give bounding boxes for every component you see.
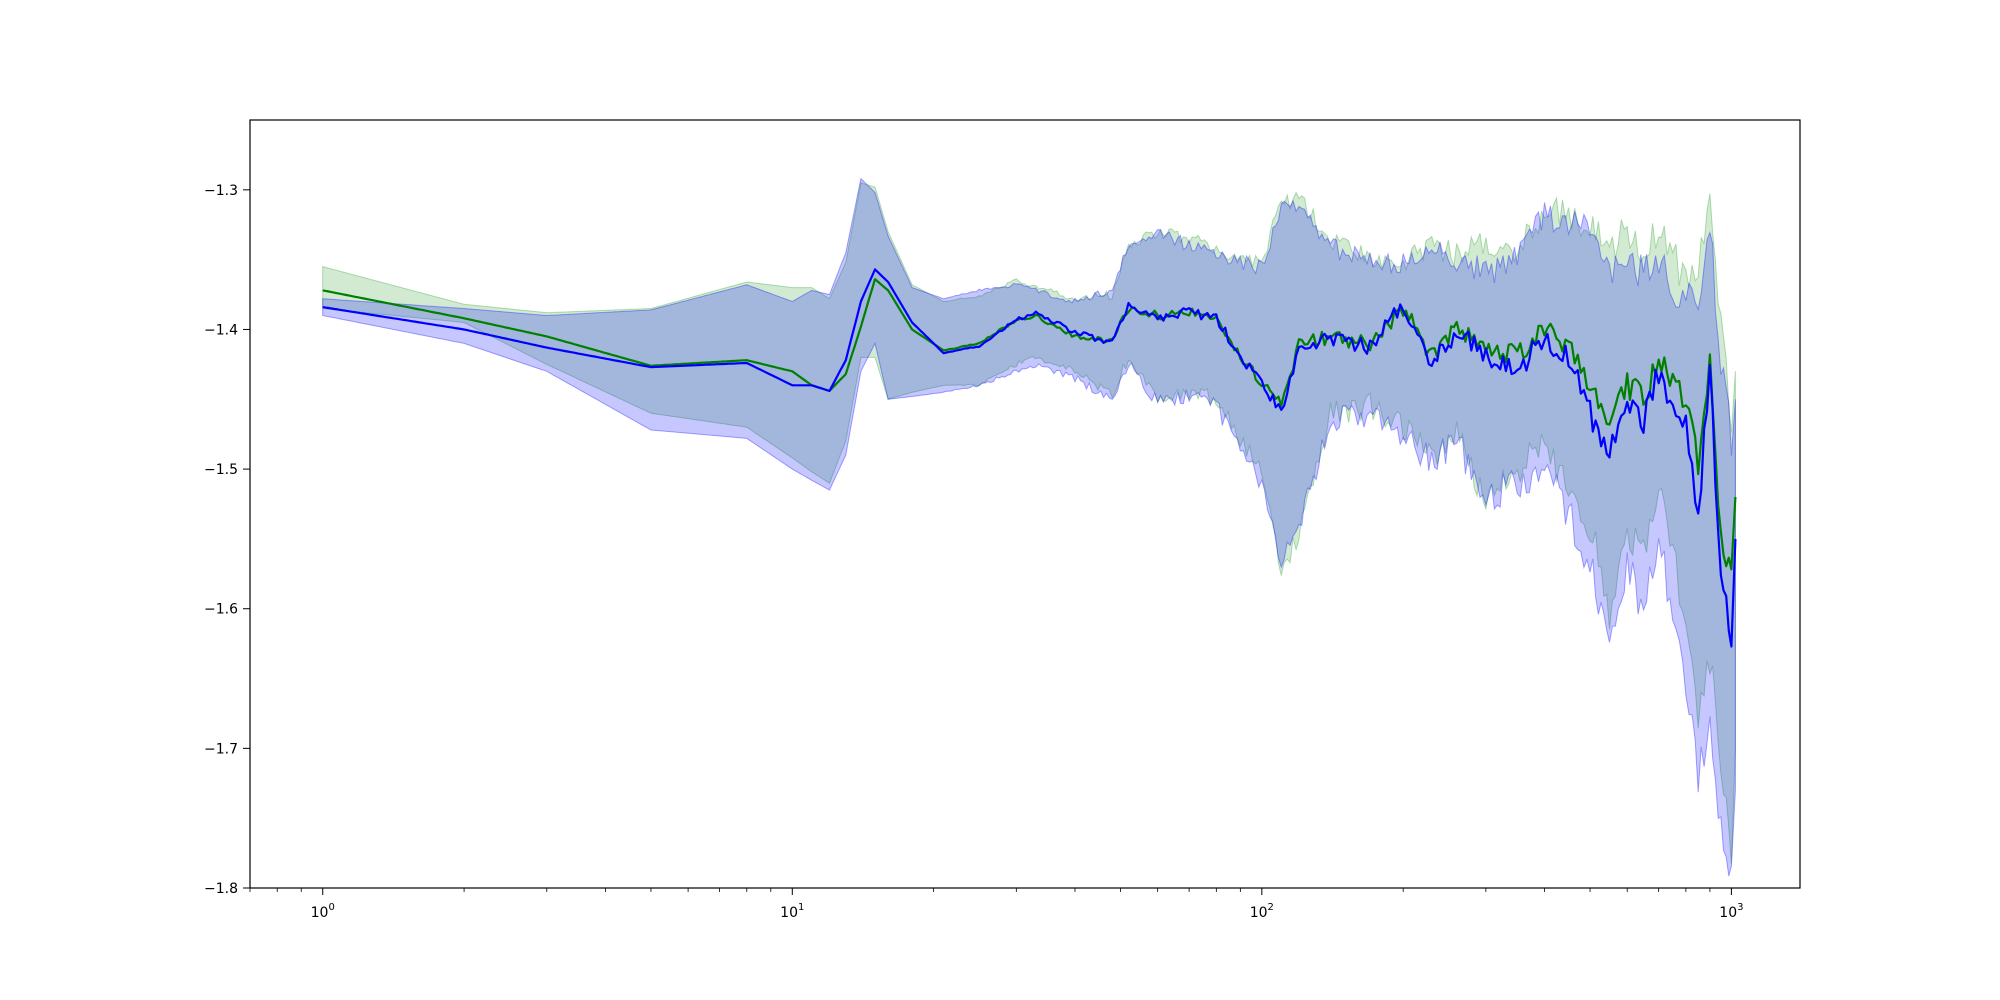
series-2-line xyxy=(322,268,1737,648)
y-tick-label: −1.5 xyxy=(204,462,238,478)
plot-area xyxy=(322,177,1737,877)
x-tick-label: 103 xyxy=(1719,902,1743,921)
x-tick-label: 101 xyxy=(780,902,804,921)
y-axis: −1.3 −1.4 −1.5 −1.6 −1.7 −1.8 xyxy=(204,183,250,897)
axes-frame xyxy=(249,119,1801,889)
x-tick-label: 102 xyxy=(1250,902,1274,921)
y-tick-label: −1.8 xyxy=(204,881,238,897)
x-axis: 100 101 102 103 xyxy=(249,888,1743,921)
x-tick-label: 100 xyxy=(311,902,335,921)
series-2-band xyxy=(322,177,1736,877)
y-tick-label: −1.4 xyxy=(204,322,238,338)
y-tick-label: −1.6 xyxy=(204,602,238,618)
series-1-band xyxy=(322,182,1736,864)
series-1-line xyxy=(322,278,1737,571)
y-tick-label: −1.3 xyxy=(204,183,238,199)
y-tick-label: −1.7 xyxy=(204,741,238,757)
